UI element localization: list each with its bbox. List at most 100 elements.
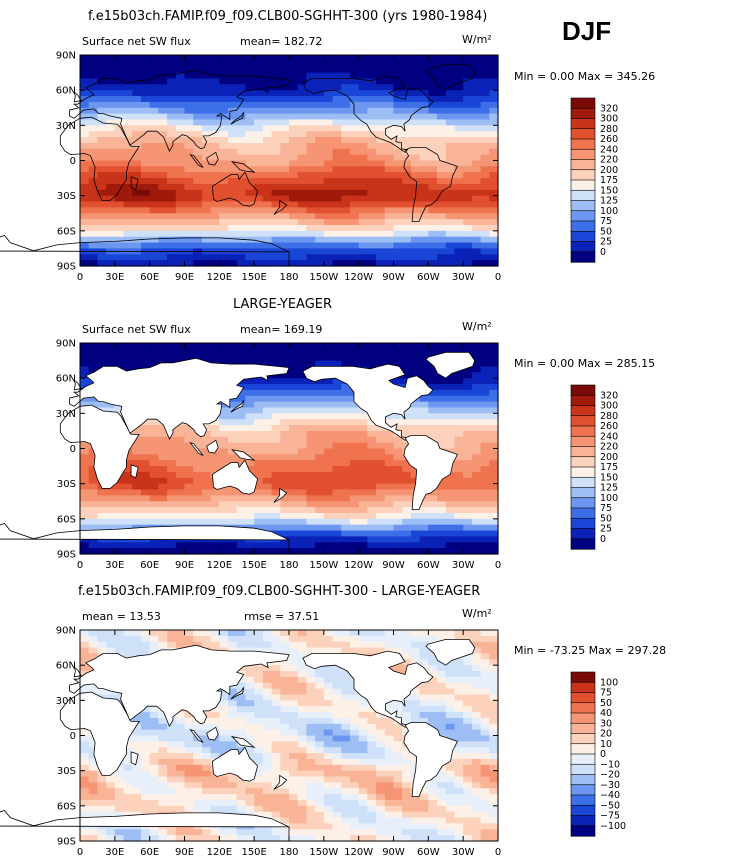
- coastline: [206, 439, 219, 454]
- field-cell: [419, 688, 429, 696]
- field-cell: [123, 207, 133, 214]
- field-cell: [428, 107, 438, 115]
- field-cell: [341, 641, 351, 649]
- field-cell: [158, 260, 168, 267]
- field-cell: [193, 495, 203, 502]
- field-cell: [158, 466, 168, 473]
- field-cell: [393, 172, 403, 179]
- field-cell: [384, 436, 395, 444]
- field-cell: [306, 758, 316, 766]
- field-cell: [410, 219, 421, 226]
- lat-tick-label: 90S: [57, 262, 76, 273]
- field-cell: [410, 653, 421, 660]
- field-cell: [280, 413, 290, 420]
- field-cell: [88, 219, 99, 226]
- panel1-minmax: Min = 0.00 Max = 345.26: [514, 70, 656, 83]
- field-cell: [341, 84, 351, 91]
- field-cell: [419, 160, 429, 167]
- field-cell: [158, 160, 168, 167]
- field-cell: [271, 148, 281, 156]
- field-cell: [158, 507, 168, 514]
- field-cell: [323, 154, 334, 162]
- field-cell: [332, 242, 342, 250]
- field-cell: [175, 735, 186, 742]
- field-cell: [445, 172, 456, 179]
- field-cell: [236, 55, 247, 62]
- field-cell: [358, 635, 368, 643]
- field-cell: [332, 137, 342, 144]
- field-cell: [323, 142, 334, 150]
- field-cell: [349, 542, 360, 549]
- field-cell: [184, 142, 194, 150]
- lon-tick-label: 120E: [207, 560, 232, 571]
- field-cell: [384, 764, 395, 772]
- field-cell: [367, 747, 377, 754]
- field-cell: [262, 60, 273, 68]
- field-cell: [140, 236, 151, 244]
- field-cell: [245, 401, 255, 409]
- colorbar-label: 25: [600, 524, 612, 535]
- field-cell: [402, 717, 412, 725]
- field-cell: [437, 254, 447, 261]
- field-cell: [315, 507, 325, 514]
- field-cell: [341, 542, 351, 549]
- field-cell: [254, 635, 264, 643]
- field-cell: [184, 224, 194, 232]
- field-cell: [323, 758, 334, 766]
- field-cell: [463, 178, 473, 185]
- field-cell: [271, 542, 281, 549]
- field-cell: [158, 712, 168, 719]
- field-cell: [358, 425, 368, 432]
- field-cell: [428, 671, 438, 678]
- field-cell: [419, 166, 429, 173]
- field-cell: [175, 770, 186, 778]
- field-cell: [80, 219, 90, 226]
- field-cell: [271, 172, 281, 179]
- field-cell: [349, 413, 360, 420]
- field-cell: [358, 166, 368, 173]
- field-cell: [149, 542, 159, 549]
- field-cell: [471, 236, 482, 244]
- field-cell: [158, 254, 168, 261]
- field-cell: [271, 72, 281, 80]
- field-cell: [480, 96, 490, 103]
- field-cell: [410, 160, 421, 167]
- field-cell: [123, 119, 133, 126]
- field-cell: [140, 101, 151, 109]
- field-cell: [167, 148, 177, 156]
- field-cell: [193, 343, 203, 350]
- field-cell: [393, 530, 403, 538]
- field-cell: [323, 224, 334, 232]
- field-cell: [402, 119, 412, 126]
- colorbar-box: [570, 435, 596, 448]
- field-cell: [419, 542, 429, 549]
- field-cell: [201, 219, 212, 226]
- field-cell: [219, 84, 229, 91]
- field-cell: [332, 442, 342, 450]
- field-cell: [332, 55, 342, 62]
- field-cell: [262, 78, 273, 85]
- field-cell: [480, 501, 490, 508]
- field-cell: [184, 501, 194, 508]
- field-cell: [158, 172, 168, 179]
- field-cell: [297, 96, 308, 103]
- field-cell: [437, 230, 447, 238]
- field-cell: [349, 201, 360, 208]
- field-cell: [271, 501, 281, 508]
- field-cell: [341, 489, 351, 496]
- field-cell: [201, 501, 212, 508]
- panel3-mean-label: mean = 13.53: [82, 610, 161, 623]
- field-cell: [97, 542, 107, 549]
- field-cell: [149, 712, 159, 719]
- field-cell: [262, 770, 273, 778]
- field-cell: [210, 148, 220, 156]
- field-cell: [297, 360, 308, 368]
- field-cell: [254, 195, 264, 203]
- field-cell: [158, 113, 168, 121]
- field-cell: [367, 90, 377, 97]
- field-cell: [384, 207, 395, 214]
- field-cell: [323, 706, 334, 713]
- field-cell: [201, 635, 212, 643]
- field-cell: [297, 741, 308, 748]
- field-cell: [393, 119, 403, 126]
